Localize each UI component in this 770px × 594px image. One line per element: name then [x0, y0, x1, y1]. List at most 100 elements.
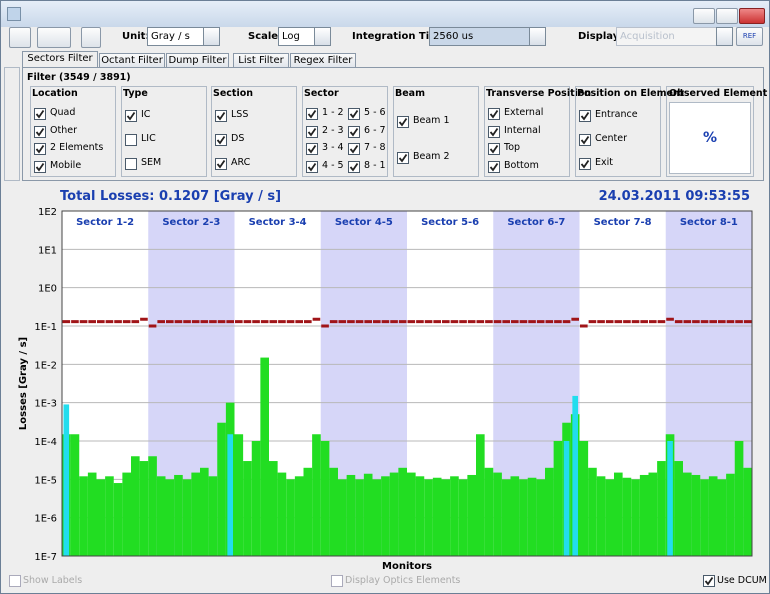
loss-bar: [131, 456, 140, 556]
filter-option[interactable]: 5 - 6: [364, 107, 386, 118]
loss-bar: [278, 473, 287, 556]
loss-bar: [597, 476, 606, 556]
checkbox[interactable]: [125, 158, 137, 170]
filter-option[interactable]: Mobile: [50, 160, 81, 171]
filter-option[interactable]: 2 Elements: [50, 142, 103, 153]
checkbox[interactable]: [488, 161, 500, 173]
loss-bar: [657, 461, 666, 556]
loss-bar: [545, 468, 554, 556]
tab[interactable]: List Filter: [233, 53, 289, 68]
loss-bar: [564, 441, 570, 556]
checkbox[interactable]: [397, 152, 409, 164]
filter-option[interactable]: Quad: [50, 107, 75, 118]
filter-option[interactable]: IC: [141, 109, 150, 120]
dropdown-arrow[interactable]: [529, 27, 546, 46]
filter-option[interactable]: 6 - 7: [364, 125, 386, 136]
checkbox[interactable]: [348, 126, 360, 138]
loss-bar: [442, 479, 451, 556]
checkbox[interactable]: [34, 161, 46, 173]
checkbox[interactable]: [348, 161, 360, 173]
tab[interactable]: Dump Filter: [166, 53, 229, 68]
checkbox[interactable]: [348, 108, 360, 120]
loss-bar: [667, 441, 673, 556]
checkbox[interactable]: [579, 158, 591, 170]
loss-bar: [286, 479, 295, 556]
close-button[interactable]: [739, 8, 765, 24]
display-select[interactable]: Acquisition: [616, 27, 721, 46]
loss-bar: [640, 475, 649, 556]
fit-button[interactable]: [9, 27, 31, 48]
filter-option[interactable]: Exit: [595, 157, 613, 168]
checkbox[interactable]: [125, 134, 137, 146]
option-label[interactable]: Use DCUM: [717, 575, 767, 586]
checkbox[interactable]: [306, 161, 318, 173]
checkbox[interactable]: [579, 110, 591, 122]
dropdown-arrow[interactable]: [314, 27, 331, 46]
checkbox[interactable]: [34, 108, 46, 120]
checkbox[interactable]: [306, 126, 318, 138]
checkbox[interactable]: [348, 143, 360, 155]
checkbox[interactable]: [215, 110, 227, 122]
filter-option[interactable]: Beam 1: [413, 115, 450, 126]
checkbox[interactable]: [488, 126, 500, 138]
checkbox[interactable]: [34, 143, 46, 155]
filter-option[interactable]: External: [504, 107, 543, 118]
ref-button[interactable]: REF: [736, 27, 763, 46]
filter-option[interactable]: 2 - 3: [322, 125, 344, 136]
filter-option[interactable]: Internal: [504, 125, 541, 136]
filter-option[interactable]: 3 - 4: [322, 142, 344, 153]
filter-option[interactable]: Bottom: [504, 160, 539, 171]
checkbox[interactable]: [703, 575, 715, 587]
checkbox[interactable]: [306, 108, 318, 120]
filter-option[interactable]: Center: [595, 133, 627, 144]
filter-option[interactable]: Top: [504, 142, 520, 153]
loss-bar: [390, 473, 399, 556]
zoom-button[interactable]: [37, 27, 71, 48]
filter-option[interactable]: ARC: [231, 157, 250, 168]
loss-bar: [191, 473, 200, 556]
checkbox[interactable]: [331, 575, 343, 587]
checkbox[interactable]: [34, 126, 46, 138]
tab[interactable]: Sectors Filter: [22, 51, 98, 68]
loss-bar: [718, 479, 727, 556]
y-axis-button[interactable]: [81, 27, 101, 48]
timestamp: 24.03.2011 09:53:55: [599, 189, 750, 204]
filter-option[interactable]: 4 - 5: [322, 160, 344, 171]
filter-option[interactable]: DS: [231, 133, 244, 144]
filter-option[interactable]: Other: [50, 125, 77, 136]
unit-select[interactable]: Gray / s: [147, 27, 208, 46]
y-tick-label: 1E-3: [34, 399, 57, 410]
filter-option[interactable]: SEM: [141, 157, 161, 168]
loss-bar: [97, 479, 106, 556]
scale-select[interactable]: Log: [278, 27, 319, 46]
filter-option[interactable]: 7 - 8: [364, 142, 386, 153]
collapse-handle[interactable]: [4, 67, 20, 181]
checkbox[interactable]: [9, 575, 21, 587]
checkbox[interactable]: [397, 116, 409, 128]
dropdown-arrow[interactable]: [203, 27, 220, 46]
checkbox[interactable]: [306, 143, 318, 155]
dropdown-arrow[interactable]: [716, 27, 733, 46]
maximize-button[interactable]: [716, 8, 738, 24]
filter-option[interactable]: Beam 2: [413, 151, 450, 162]
checkbox[interactable]: [125, 110, 137, 122]
loss-bar: [235, 434, 244, 556]
loss-bar: [243, 461, 252, 556]
minimize-button[interactable]: [693, 8, 715, 24]
checkbox[interactable]: [579, 134, 591, 146]
checkbox[interactable]: [488, 143, 500, 155]
y-tick-label: 1E0: [38, 284, 57, 295]
filter-option[interactable]: Entrance: [595, 109, 638, 120]
checkbox[interactable]: [488, 108, 500, 120]
checkbox[interactable]: [215, 158, 227, 170]
filter-option[interactable]: 1 - 2: [322, 107, 344, 118]
tab[interactable]: Octant Filter: [99, 53, 165, 68]
checkbox[interactable]: [215, 134, 227, 146]
loss-bar: [433, 478, 442, 556]
filter-option[interactable]: LSS: [231, 109, 248, 120]
integration-select[interactable]: 2560 us: [429, 27, 534, 46]
sector-label: Sector 3-4: [249, 217, 307, 228]
filter-option[interactable]: LIC: [141, 133, 156, 144]
tab[interactable]: Regex Filter: [290, 53, 356, 68]
filter-option[interactable]: 8 - 1: [364, 160, 386, 171]
